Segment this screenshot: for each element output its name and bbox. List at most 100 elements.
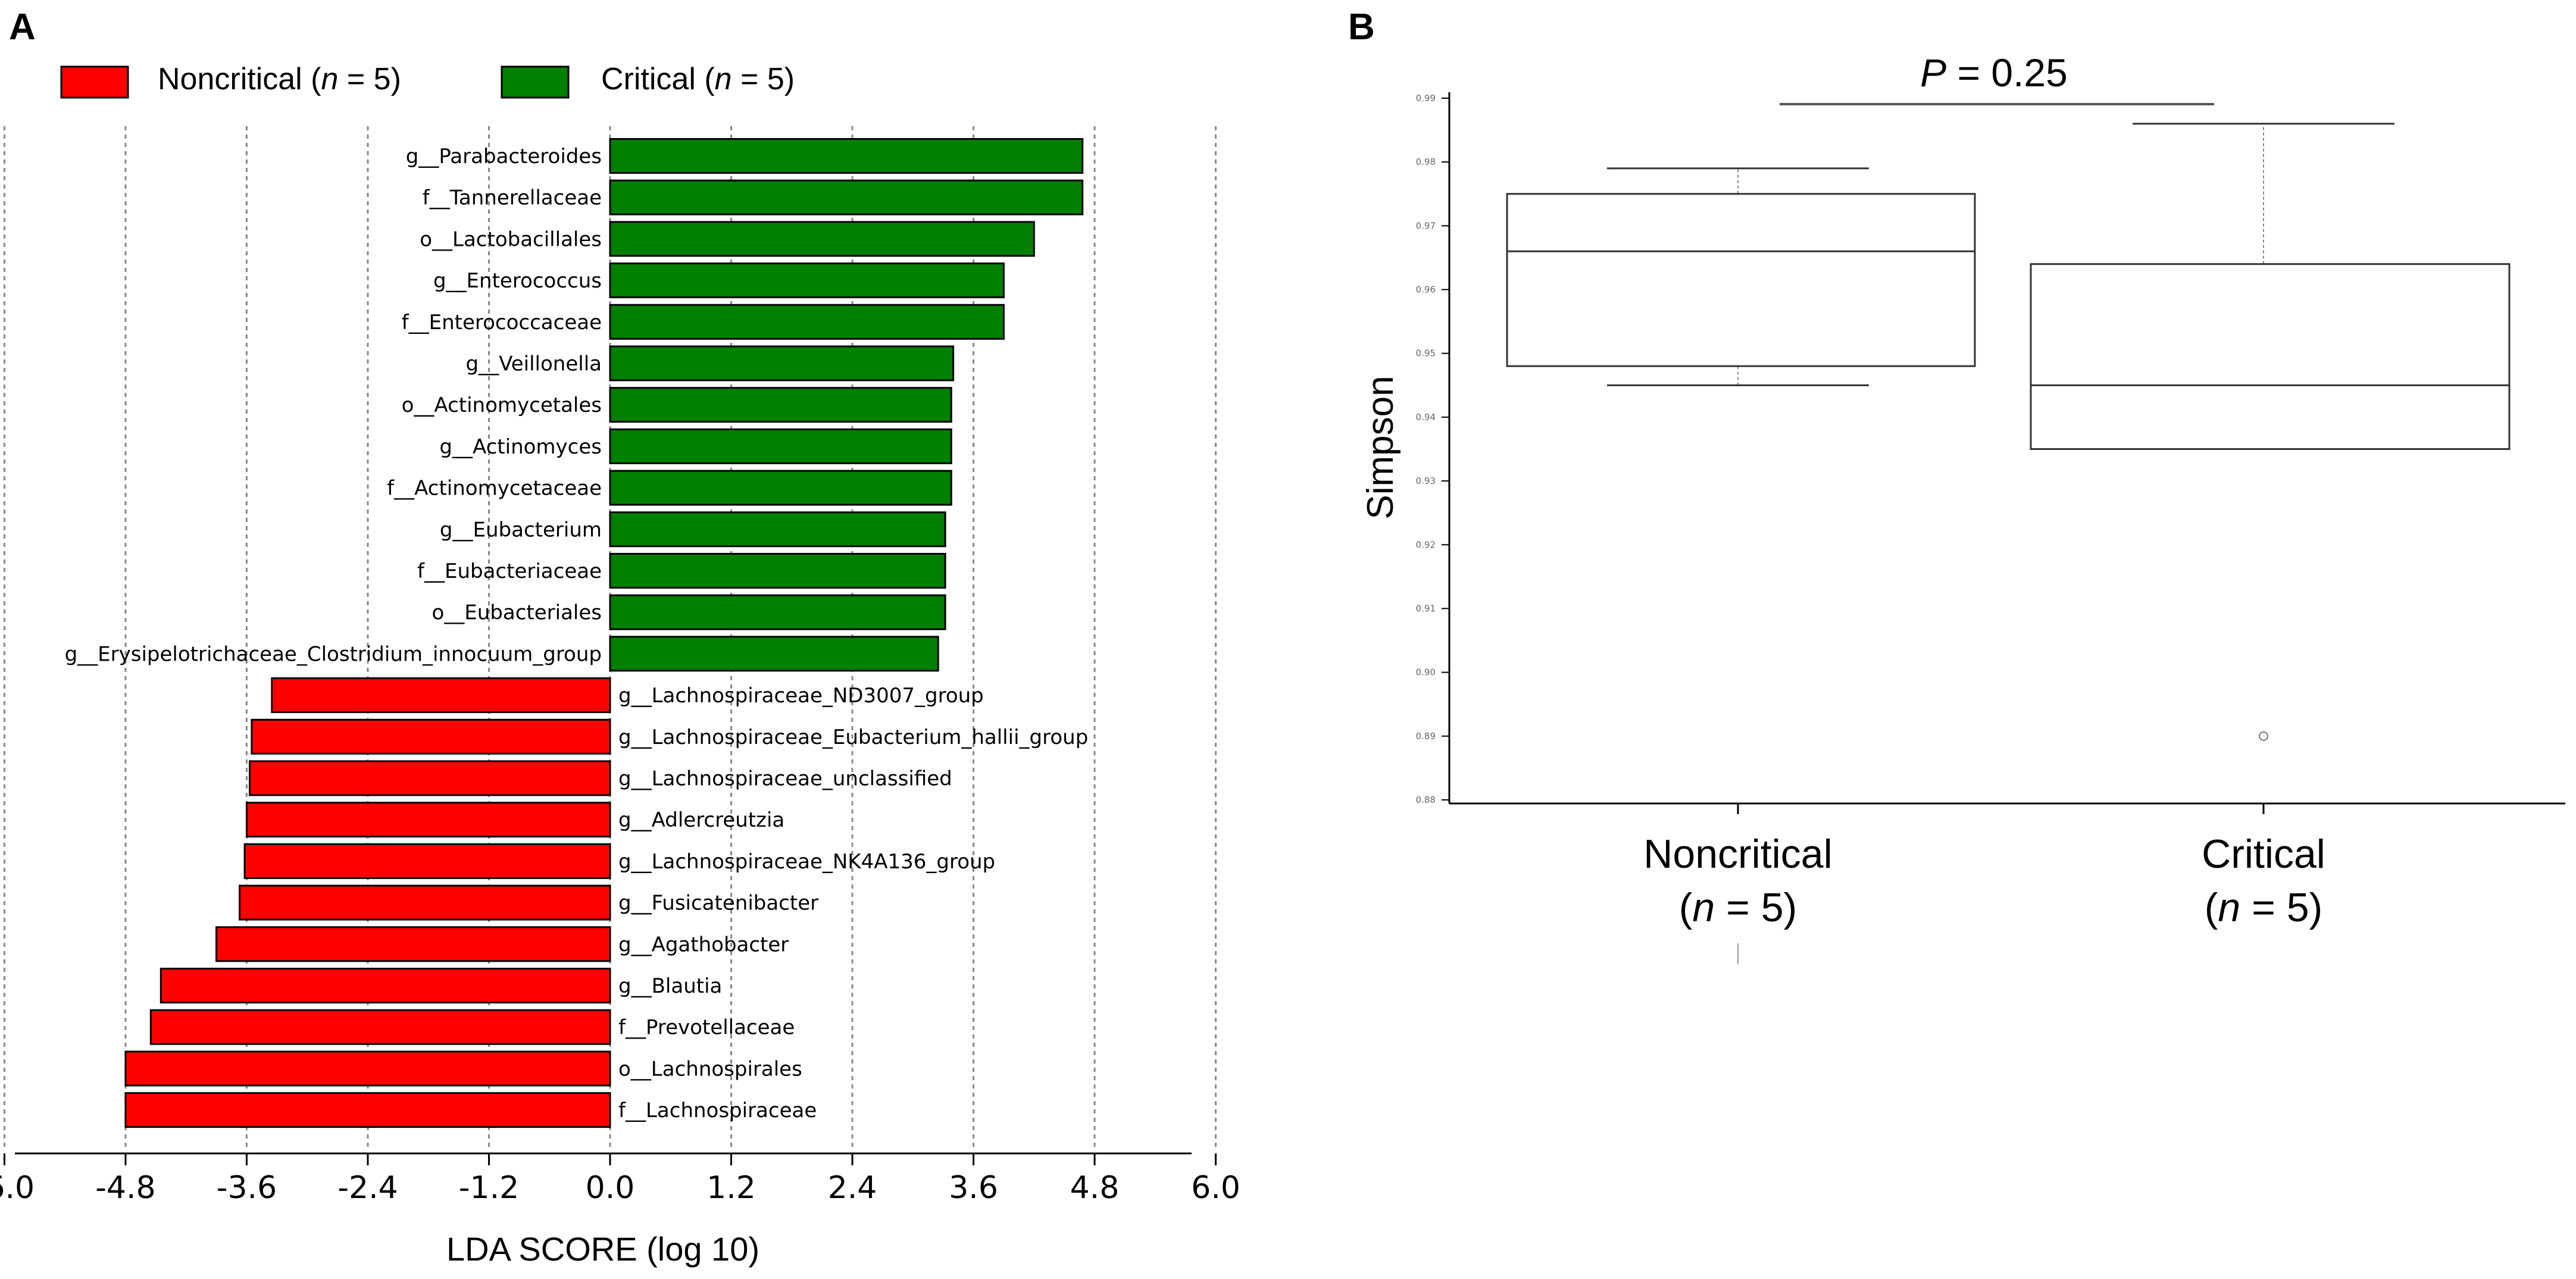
- group-label-noncritical: Noncritical: [1643, 831, 1832, 877]
- panel-a-label: A: [9, 7, 36, 48]
- lda-bar-label: g__Veillonella: [466, 352, 602, 376]
- simpson-y-tick-label: 0.97: [1416, 220, 1436, 231]
- lda-bar-label: f__Lachnospiraceae: [618, 1099, 817, 1122]
- lda-chart: Noncritical (n = 5) Critical (n = 5) g__…: [0, 62, 1240, 1268]
- lda-bar-label: o__Lachnospirales: [618, 1057, 802, 1081]
- lda-bar-label: g__Adlercreutzia: [618, 808, 784, 832]
- lda-bar: [609, 221, 1035, 257]
- lda-bar-label: g__Lachnospiraceae_unclassified: [618, 767, 952, 791]
- lda-bar-label: o__Eubacteriales: [432, 601, 602, 625]
- lda-x-tick-label: -4.8: [95, 1170, 155, 1206]
- simpson-y-tick-label: 0.93: [1416, 476, 1436, 486]
- lda-bar: [609, 594, 946, 630]
- group-label-critical: Critical: [2202, 831, 2325, 877]
- legend-swatch-noncritical: [60, 65, 129, 99]
- simpson-y-tick-label: 0.88: [1416, 795, 1436, 805]
- simpson-y-axis-label: Simpson: [1360, 376, 1401, 519]
- lda-bar: [609, 138, 1084, 174]
- lda-bar: [609, 553, 946, 589]
- lda-x-tick-label: 0.0: [586, 1170, 635, 1206]
- simpson-y-ticks: 0.99 0.98 0.97 0.96 0.95 0.94 0.93 0.92 0.91 0.90…: [1416, 93, 1449, 805]
- p-value-annotation: P = 0.25: [1920, 51, 2068, 95]
- simpson-y-tick-label: 0.99: [1416, 93, 1436, 104]
- lda-bar-label: g__Lachnospiraceae_NK4A136_group: [618, 850, 995, 874]
- box-body-noncritical: [1506, 193, 1976, 367]
- group-n-noncritical-open: (: [1679, 885, 1693, 930]
- lda-x-ticks: -6.0 -4.8 -3.6 -2.4 -1.2 0.0 1.2 2.4 3.6 4.8 6.0: [0, 1153, 1240, 1206]
- lda-x-tick-label: 6.0: [1191, 1170, 1240, 1206]
- lda-bar: [243, 843, 611, 879]
- lda-bar: [124, 1050, 611, 1087]
- p-value-text: = 0.25: [1946, 51, 2068, 95]
- lda-bar-label: f__Actinomycetaceae: [387, 477, 602, 501]
- lda-bar: [124, 1092, 611, 1128]
- lda-bar-label: f__Enterococcaceae: [402, 311, 602, 334]
- group-n-critical-suffix: = 5): [2240, 885, 2322, 930]
- lda-bar: [609, 428, 952, 464]
- lda-bar-label: f__Tannerellaceae: [423, 186, 602, 210]
- legend-swatch-critical: [501, 65, 570, 99]
- lda-bar-label: o__Lactobacillales: [420, 227, 602, 251]
- lda-bar-label: g__Erysipelotrichaceae_Clostridium_innoc…: [65, 642, 602, 666]
- lda-bar: [215, 926, 611, 962]
- simpson-y-tick-label: 0.96: [1416, 284, 1436, 295]
- lda-bar-label: g__Actinomyces: [439, 435, 602, 459]
- lda-x-tick-label: -6.0: [0, 1170, 35, 1206]
- lda-bar-label: g__Fusicatenibacter: [618, 892, 818, 915]
- group-n-noncritical-n: n: [1692, 885, 1715, 930]
- simpson-y-tick-label: 0.92: [1416, 539, 1436, 550]
- lda-bars: g__Parabacteroides f__Tannerellaceae o__La…: [65, 138, 1088, 1128]
- lda-bar-label: g__Parabacteroides: [406, 145, 602, 168]
- simpson-y-tick-label: 0.89: [1416, 731, 1436, 742]
- lda-bar: [609, 262, 1005, 299]
- box-body-critical: [2030, 263, 2511, 450]
- lda-bar: [609, 304, 1005, 340]
- legend-noncritical-suffix: = 5): [338, 62, 401, 96]
- lda-bar: [245, 802, 611, 838]
- legend-label-critical: Critical (n = 5): [601, 62, 795, 96]
- lda-bar: [609, 511, 946, 548]
- lda-bar: [249, 760, 611, 796]
- simpson-y-tick-label: 0.95: [1416, 348, 1436, 359]
- lda-bar-label: g__Eubacterium: [440, 518, 602, 542]
- lda-bar-label: g__Agathobacter: [618, 933, 789, 956]
- lda-bar: [609, 636, 939, 672]
- simpson-y-tick-label: 0.90: [1416, 667, 1436, 678]
- lda-bar: [609, 470, 952, 506]
- legend-critical-prefix: Critical (: [601, 62, 715, 96]
- lda-bar-label: g__Blautia: [618, 974, 722, 998]
- lda-bar: [149, 1009, 611, 1045]
- simpson-y-tick-label: 0.91: [1416, 603, 1436, 614]
- lda-bar-label: g__Lachnospiraceae_Eubacterium_hallii_gr…: [618, 726, 1088, 749]
- panel-b-label: B: [1348, 7, 1375, 48]
- group-n-noncritical: (n = 5): [1679, 885, 1797, 930]
- lda-x-tick-label: 4.8: [1070, 1170, 1120, 1206]
- lda-bar: [239, 884, 611, 921]
- group-n-critical-open: (: [2205, 885, 2218, 930]
- lda-x-tick-label: -3.6: [217, 1170, 277, 1206]
- lda-bar: [609, 345, 955, 381]
- p-value-letter: P: [1920, 51, 1946, 95]
- lda-bar: [251, 718, 611, 755]
- legend-noncritical-prefix: Noncritical (: [158, 62, 321, 96]
- lda-bar-label: o__Actinomycetales: [402, 393, 602, 417]
- group-n-critical-n: n: [2218, 885, 2240, 930]
- lda-bar: [609, 179, 1084, 215]
- lda-bar-label: g__Lachnospiraceae_ND3007_group: [618, 684, 984, 708]
- group-n-noncritical-suffix: = 5): [1715, 885, 1797, 930]
- lda-x-axis-label: LDA SCORE (log 10): [446, 1230, 759, 1268]
- legend-label-noncritical: Noncritical (n = 5): [158, 62, 401, 96]
- lda-bar-label: f__Eubacteriaceae: [417, 559, 602, 583]
- lda-bar: [271, 677, 611, 714]
- lda-x-tick-label: 1.2: [706, 1170, 756, 1206]
- lda-bar: [160, 968, 611, 1003]
- lda-bar-label: g__Enterococcus: [433, 269, 602, 293]
- legend-critical-n: n: [715, 62, 732, 96]
- simpson-boxes: [1506, 123, 2511, 814]
- group-n-critical: (n = 5): [2205, 885, 2322, 930]
- legend-critical-suffix: = 5): [732, 62, 795, 96]
- simpson-y-tick-label: 0.94: [1416, 412, 1436, 423]
- lda-x-tick-label: -1.2: [459, 1170, 519, 1206]
